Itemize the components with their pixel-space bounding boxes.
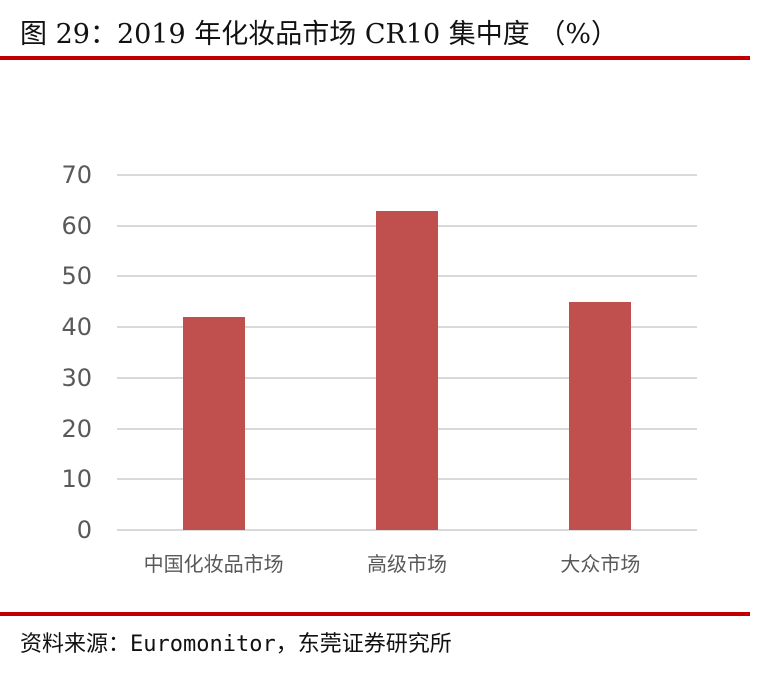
x-category-label: 中国化妆品市场 [143, 552, 284, 576]
bar-2 [569, 301, 632, 530]
y-tick-label: 60 [61, 211, 92, 240]
gridline [117, 174, 697, 176]
y-tick-label: 70 [61, 161, 92, 189]
source-divider [0, 612, 750, 616]
x-category-label: 高级市场 [367, 552, 447, 576]
y-tick-label: 50 [61, 262, 92, 291]
gridline [117, 529, 697, 531]
bar-0 [182, 317, 245, 530]
y-tick-label: 20 [61, 414, 92, 443]
x-category-label: 大众市场 [560, 552, 641, 576]
source-note: 资料来源：Euromonitor，东莞证券研究所 [20, 632, 452, 657]
figure-title: 图 29：2019 年化妆品市场 CR10 集中度 （%） [20, 19, 618, 50]
y-tick-label: 30 [61, 363, 92, 392]
title-divider [0, 56, 750, 60]
y-tick-label: 10 [61, 465, 92, 494]
y-tick-label: 0 [76, 516, 92, 544]
bar-1 [376, 210, 438, 530]
y-tick-label: 40 [61, 313, 92, 342]
